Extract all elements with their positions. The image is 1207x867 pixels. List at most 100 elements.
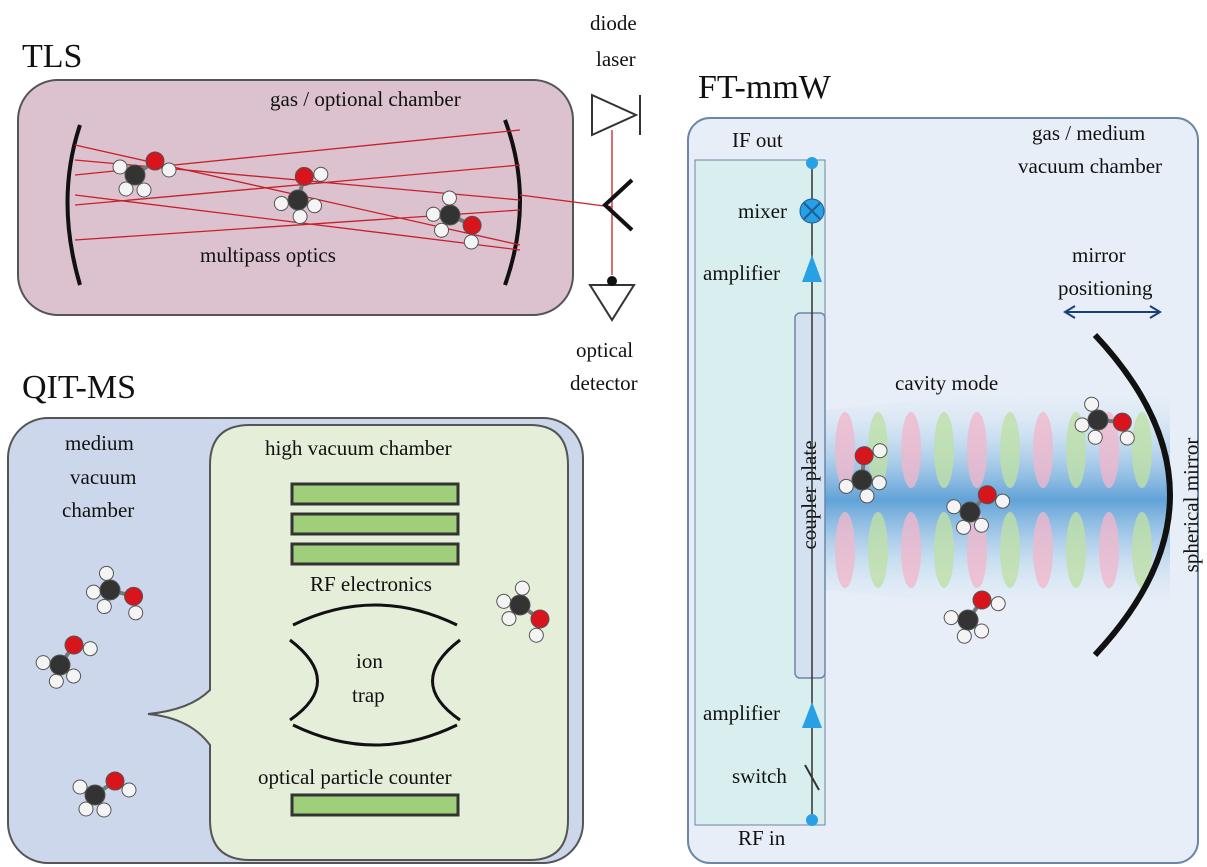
h-atom [434,222,450,238]
h-atom [121,782,137,798]
h-atom [990,596,1006,612]
laser-label: diode [590,11,637,35]
o-atom [1112,412,1132,432]
detector-label: optical [576,338,633,362]
c-atom [99,579,121,601]
rf-electronics [290,482,460,566]
c-atom [49,654,71,676]
mirror-label: spherical mirror [1179,438,1203,573]
c-atom [509,594,531,616]
qit-ms-section: QIT-MS medium vacuum chamber high vacuum… [7,369,584,864]
tls-optics-label: multipass optics [200,243,336,267]
h-atom [161,162,177,178]
switch-label: switch [732,764,787,788]
methanol-molecule [35,635,98,689]
methanol-molecule [946,485,1011,535]
h-atom [872,443,888,459]
h-atom [946,499,962,515]
lobe [934,412,954,488]
switch-symbol [804,764,820,791]
h-atom [78,801,94,817]
ion-trap [289,603,461,747]
amplifier-symbol [802,255,822,282]
h-atom [1074,417,1090,433]
h-atom [98,565,114,581]
ft-title: FT-mmW [698,69,832,106]
h-atom [1119,430,1135,446]
if-out: IF out [732,128,783,152]
ft-chamber-label: gas / medium [1032,121,1145,145]
tls-chamber-label: gas / optional chamber [270,87,461,111]
optical-detector [588,284,636,322]
outer-label: vacuum [70,465,136,489]
h-atom [35,655,51,671]
h-atom [66,668,82,684]
lobe [1033,512,1053,588]
h-atom [1084,396,1100,412]
h-atom [956,519,972,535]
o-atom [972,590,992,610]
h-atom [956,628,972,644]
detector-label: detector [570,371,638,395]
beam-mirror [602,178,634,232]
mixer-label: mixer [738,199,787,223]
o-atom [64,635,84,655]
o-atom [977,485,997,505]
methanol-molecule [425,190,482,250]
lobe [868,512,888,588]
c-atom [959,501,981,523]
counter-label: optical particle counter [258,765,452,789]
lobe [835,512,855,588]
h-atom [112,159,128,175]
h-atom [514,580,530,596]
positioning-label: mirror [1072,243,1126,267]
h-atom [85,584,101,600]
h-atom [96,599,112,615]
tls-title: TLS [22,38,82,75]
h-atom [118,181,134,197]
trap-label: ion [356,649,383,673]
h-atom [528,627,544,643]
lobe [835,412,855,488]
methanol-molecule [273,166,329,225]
detector-point [607,276,617,286]
h-atom [313,166,329,182]
port [806,814,818,826]
c-atom [1087,409,1109,431]
tls-section: TLS gas / optional chamber multipass opt… [17,11,641,395]
lobe [1066,512,1086,588]
coupler-label: coupler plate [797,440,821,549]
electronics-label: RF electronics [310,572,432,596]
lobe [1000,512,1020,588]
tls-mirror [503,119,522,286]
o-atom [124,586,144,606]
ft-chamber-label: vacuum chamber [1018,154,1162,178]
c-atom [124,164,146,186]
lobe [934,512,954,588]
molecules [35,151,1135,818]
h-atom [273,196,289,212]
h-atom [943,610,959,626]
h-atom [995,493,1011,509]
h-atom [307,198,323,214]
lobe [1000,412,1020,488]
h-atom [871,475,887,491]
h-atom [72,779,88,795]
h-atom [496,593,512,609]
lobe [1033,412,1053,488]
amplifier-label: amplifier [703,261,780,285]
h-atom [48,673,64,689]
positioning-arrow [1063,305,1162,319]
particle-counter [290,793,460,817]
mixer-cross [803,202,821,220]
methanol-molecule [1074,396,1135,446]
positioning-label: positioning [1058,276,1153,300]
c-atom [957,609,979,631]
lobe [901,412,921,488]
methanol-molecule [85,565,144,621]
port [806,157,818,169]
h-atom [1087,429,1103,445]
h-atom [292,209,308,225]
o-atom [105,771,125,791]
methanol-molecule [838,443,888,504]
